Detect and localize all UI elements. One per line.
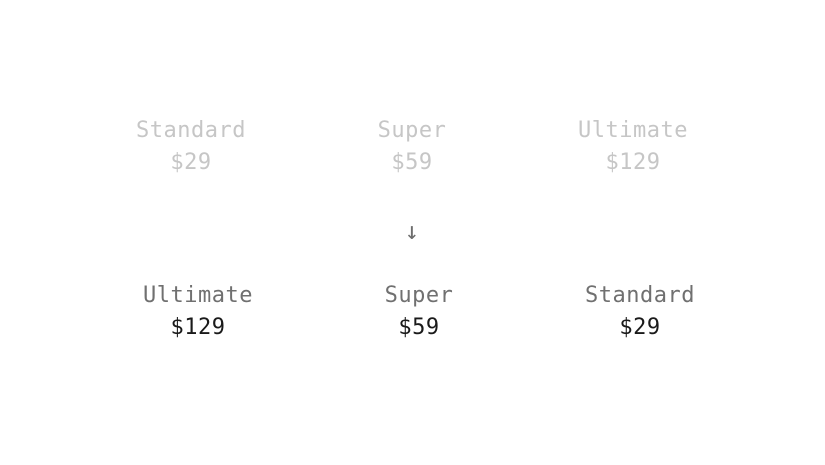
- original-plan-standard: Standard $29: [101, 115, 281, 179]
- arrow-down-icon: ↓: [404, 217, 420, 245]
- plan-price: $29: [619, 315, 661, 340]
- plan-name: Super: [384, 283, 454, 308]
- plan-price: $59: [398, 315, 440, 340]
- plan-name: Ultimate: [143, 283, 253, 308]
- plan-name: Standard: [136, 118, 246, 143]
- plan-price: $59: [391, 150, 433, 175]
- plan-name: Ultimate: [578, 118, 688, 143]
- reordered-plan-super: Super $59: [329, 280, 509, 344]
- plan-price: $129: [170, 315, 226, 340]
- plan-name: Super: [377, 118, 447, 143]
- original-plan-ultimate: Ultimate $129: [543, 115, 723, 179]
- reordered-plan-standard: Standard $29: [550, 280, 730, 344]
- reordered-plan-ultimate: Ultimate $129: [108, 280, 288, 344]
- original-plan-super: Super $59: [322, 115, 502, 179]
- plan-price: $29: [170, 150, 212, 175]
- plan-price: $129: [605, 150, 661, 175]
- plan-name: Standard: [585, 283, 695, 308]
